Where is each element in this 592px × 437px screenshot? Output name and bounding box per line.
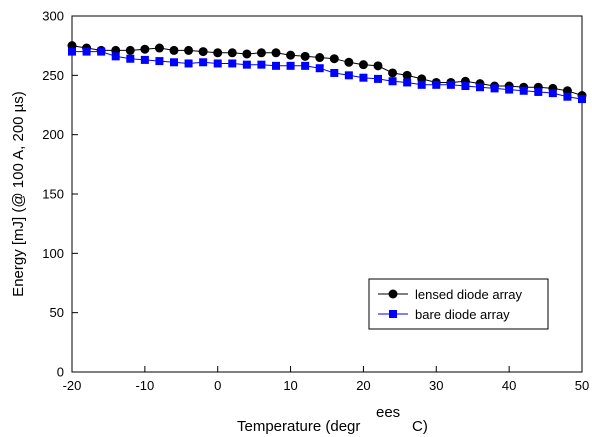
y-tick-label: 100 <box>42 246 64 261</box>
x-tick-label: 40 <box>502 378 516 393</box>
data-point-bare <box>111 52 120 61</box>
legend-marker-bare <box>389 310 397 318</box>
x-tick-label: -20 <box>63 378 82 393</box>
x-tick-label: 10 <box>283 378 297 393</box>
y-tick-label: 250 <box>42 68 64 83</box>
legend: lensed diode array bare diode array <box>368 278 549 330</box>
x-axis-label-part-2: ees <box>376 404 400 421</box>
series-markers <box>67 41 587 104</box>
data-point-bare <box>505 85 514 94</box>
data-point-bare <box>403 78 412 87</box>
data-point-bare <box>213 59 222 68</box>
data-point-bare <box>68 47 76 56</box>
y-tick-label: 300 <box>42 9 64 24</box>
data-point-lensed <box>344 57 354 67</box>
legend-marker-lensed <box>388 289 398 299</box>
data-point-lensed <box>373 61 383 71</box>
data-point-bare <box>432 80 441 89</box>
y-tick-label: 150 <box>42 187 64 202</box>
data-point-bare <box>490 84 499 93</box>
data-point-bare <box>359 73 368 82</box>
data-point-bare <box>563 92 572 101</box>
data-point-bare <box>155 57 164 66</box>
data-point-bare <box>374 74 382 83</box>
x-tick-label: -10 <box>135 378 154 393</box>
data-point-bare <box>476 83 484 92</box>
x-tick-label: 20 <box>356 378 370 393</box>
data-point-lensed <box>213 48 223 58</box>
data-point-bare <box>199 58 208 67</box>
x-axis-label-part-3: C) <box>412 418 428 435</box>
y-tick-label: 200 <box>42 127 64 142</box>
y-tick-label: 0 <box>57 365 64 380</box>
x-tick-label: 50 <box>575 378 589 393</box>
data-point-bare <box>126 54 135 63</box>
data-point-bare <box>228 59 237 68</box>
legend-label-lensed: lensed diode array <box>415 287 522 302</box>
data-point-lensed <box>286 50 296 60</box>
data-point-bare <box>446 80 455 89</box>
data-point-lensed <box>271 48 281 58</box>
data-point-bare <box>184 59 193 68</box>
data-point-lensed <box>358 60 368 70</box>
x-axis-label-part-1: Temperature (degr <box>237 418 360 435</box>
x-tick-label: 0 <box>214 378 221 393</box>
data-point-lensed <box>227 48 237 58</box>
data-point-lensed <box>388 68 398 78</box>
data-point-lensed <box>169 45 179 55</box>
legend-box <box>368 278 549 330</box>
data-point-lensed <box>402 70 412 80</box>
x-tick-label: 30 <box>429 378 443 393</box>
data-point-bare <box>578 95 586 104</box>
data-point-lensed <box>256 48 266 58</box>
data-point-bare <box>519 86 528 95</box>
data-point-lensed <box>198 47 208 57</box>
axis-ticks: -20 -10 0 10 20 30 40 50 0 50 100 150 200 250 300 <box>42 9 589 394</box>
data-point-bare <box>344 71 353 80</box>
data-point-lensed <box>154 43 164 53</box>
y-tick-label: 50 <box>50 305 64 320</box>
data-point-bare <box>388 77 397 86</box>
data-point-lensed <box>242 49 252 59</box>
legend-label-bare: bare diode array <box>415 307 510 322</box>
data-point-lensed <box>184 45 194 55</box>
data-point-bare <box>548 89 557 98</box>
data-point-bare <box>315 64 324 73</box>
data-point-bare <box>301 61 310 70</box>
data-point-lensed <box>125 45 135 55</box>
data-point-bare <box>257 60 266 69</box>
data-point-bare <box>417 80 426 89</box>
data-point-bare <box>170 58 178 67</box>
y-axis-label: Energy [mJ] (@ 100 A, 200 µs) <box>10 91 27 297</box>
data-point-bare <box>272 61 280 70</box>
data-point-lensed <box>300 51 310 61</box>
data-point-lensed <box>140 44 150 54</box>
data-point-lensed <box>315 53 325 63</box>
data-point-bare <box>242 60 251 69</box>
data-point-lensed <box>329 54 339 64</box>
data-point-bare <box>82 47 91 56</box>
data-point-bare <box>140 55 149 64</box>
data-point-bare <box>330 68 339 77</box>
data-point-bare <box>534 87 543 96</box>
data-point-bare <box>461 82 470 91</box>
data-point-bare <box>286 61 295 70</box>
data-point-bare <box>97 47 106 56</box>
